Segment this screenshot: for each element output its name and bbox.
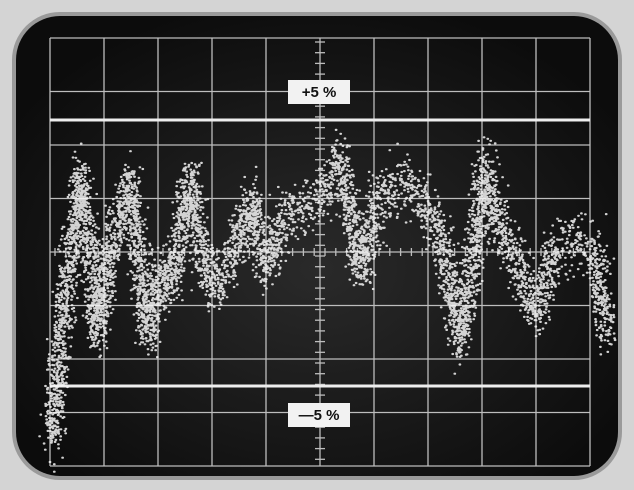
- graticule: [49, 37, 591, 467]
- lower-label-box: [288, 403, 350, 427]
- lower-label: —5 %: [299, 407, 340, 424]
- upper-label-box: [288, 80, 350, 104]
- screen: [16, 16, 618, 476]
- signal-trace: [38, 128, 617, 473]
- trace-dots: [38, 128, 617, 473]
- upper-label: +5 %: [302, 84, 337, 101]
